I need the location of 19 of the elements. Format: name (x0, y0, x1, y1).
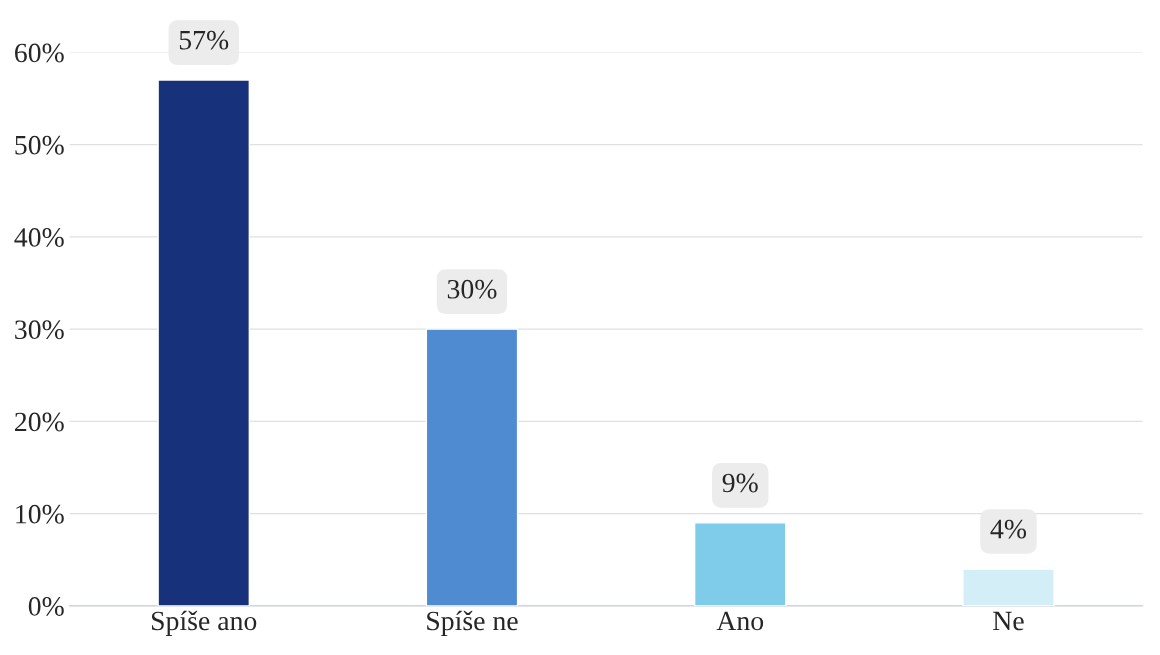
y-tick-label: 0% (28, 597, 64, 616)
bar (157, 79, 251, 606)
data-label: 57% (179, 30, 229, 50)
x-tick-label: Spíše ne (427, 610, 518, 636)
y-tick-label: 40% (14, 228, 64, 247)
x-tick-label: Ne (993, 611, 1024, 631)
x-tick-label: Ano (716, 611, 764, 631)
data-label: 9% (722, 473, 758, 493)
data-label: 4% (990, 519, 1027, 539)
x-tick-label: Spíše ano (151, 610, 257, 636)
y-tick-label: 50% (15, 135, 64, 155)
y-tick-label: 30% (15, 320, 64, 340)
data-label: 30% (447, 279, 497, 299)
y-tick-label: 60% (15, 43, 64, 63)
bar (962, 568, 1055, 606)
bar (693, 522, 787, 606)
y-tick-label: 10% (16, 504, 64, 524)
bar (425, 328, 519, 606)
y-tick-label: 20% (15, 412, 64, 432)
